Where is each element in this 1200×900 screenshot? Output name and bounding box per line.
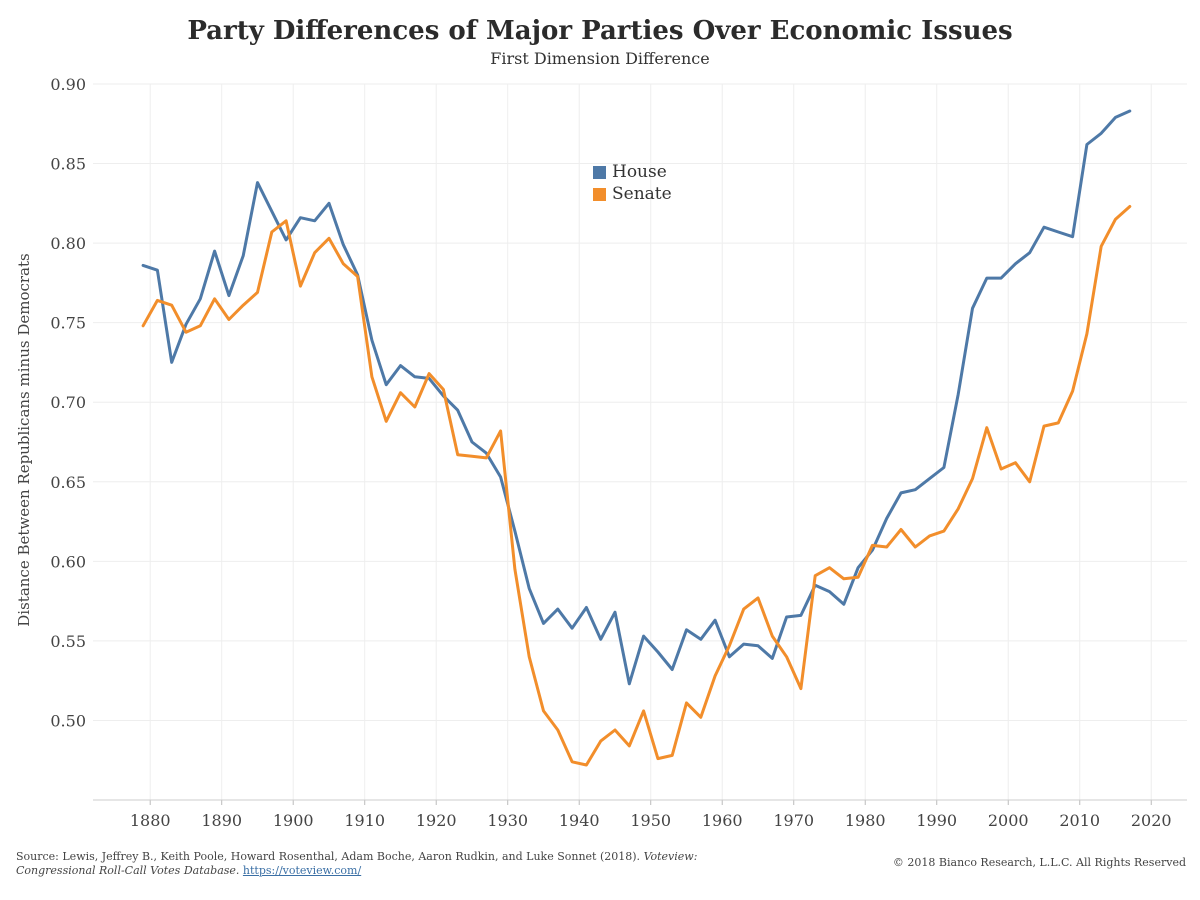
legend-swatch-senate (593, 187, 606, 201)
chart-title: Party Differences of Major Parties Over … (187, 16, 1013, 46)
source-title: Voteview: Congressional Roll-Call Votes … (16, 850, 698, 877)
source-link[interactable]: https://voteview.com/ (242, 864, 362, 877)
y-tick-label: 0.55 (50, 632, 86, 651)
y-tick-label: 0.50 (50, 711, 86, 730)
legend-label-house: House (612, 162, 667, 182)
copyright: © 2018 Bianco Research, L.L.C. All Right… (892, 856, 1186, 869)
x-tick-label: 1900 (273, 811, 314, 830)
y-tick-label: 0.60 (50, 552, 86, 571)
x-tick-label: 1990 (916, 811, 957, 830)
x-tick-label: 1890 (201, 811, 242, 830)
y-tick-label: 0.80 (50, 234, 86, 253)
y-tick-label: 0.70 (50, 393, 86, 412)
y-tick-label: 0.65 (50, 473, 86, 492)
x-tick-label: 2000 (988, 811, 1029, 830)
x-tick-label: 1960 (702, 811, 743, 830)
x-tick-label: 1930 (487, 811, 528, 830)
legend-item-senate: Senate (593, 183, 672, 205)
axes: 0.50 0.55 0.60 0.65 0.70 0.75 0.80 0.85 0.90 1880… (50, 75, 1187, 830)
chart-subtitle: First Dimension Difference (490, 49, 710, 68)
legend-swatch-house (593, 165, 606, 179)
series-line-senate (141, 205, 1132, 767)
source-text: Source: Lewis, Jeffrey B., Keith Poole, … (16, 850, 644, 863)
x-tick-label: 1970 (773, 811, 814, 830)
x-tick-label: 2020 (1131, 811, 1172, 830)
x-tick-label: 1910 (344, 811, 385, 830)
x-tick-label: 1920 (416, 811, 457, 830)
y-axis-label: Distance Between Republicans minus Democ… (15, 253, 33, 626)
y-tick-label: 0.85 (50, 155, 86, 174)
source-note: Source: Lewis, Jeffrey B., Keith Poole, … (16, 850, 776, 878)
legend-item-house: House (593, 161, 672, 183)
x-tick-label: 1950 (630, 811, 671, 830)
x-tick-label: 1940 (559, 811, 600, 830)
y-tick-label: 0.75 (50, 314, 86, 333)
legend: House Senate (593, 161, 672, 205)
x-tick-label: 1880 (130, 811, 171, 830)
series-lines (141, 109, 1132, 767)
legend-label-senate: Senate (612, 184, 672, 204)
series-line-house (141, 109, 1132, 686)
y-tick-label: 0.90 (50, 75, 86, 94)
x-tick-label: 2010 (1059, 811, 1100, 830)
x-tick-label: 1980 (845, 811, 886, 830)
